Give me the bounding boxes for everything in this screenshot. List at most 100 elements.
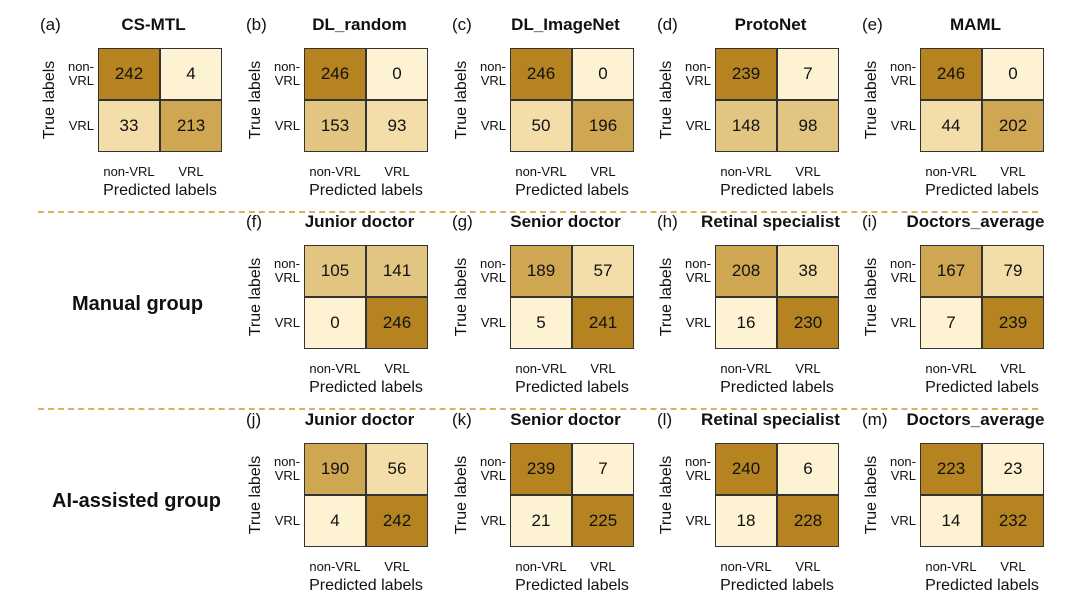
row-label-vrl: VRL [890,118,916,133]
section-divider-top [38,211,1038,213]
y-axis-label: True labels [658,455,675,535]
x-axis-label: Predicted labels [720,182,834,199]
y-axis-label: True labels [41,60,58,140]
panel-title: CS-MTL [121,15,186,34]
row-label-line: non- [889,256,916,271]
col-label-vrl: VRL [384,559,410,574]
x-axis-label: Predicted labels [720,577,834,594]
matrix-cell: 23 [982,443,1044,495]
col-label-vrl: VRL [590,164,616,179]
x-axis-label: Predicted labels [925,379,1039,396]
confusion-matrix-panel: (m) Doctors_average True labels non- VRL VRL 2… [862,410,1067,606]
matrix-cell: 38 [777,245,839,297]
row-label-line: non- [67,59,94,74]
row-label-non-vrl: non- VRL [266,60,300,88]
col-label-vrl: VRL [384,164,410,179]
matrix-cell: 148 [715,100,777,152]
col-label-vrl: VRL [795,361,821,376]
row-label-line: VRL [274,73,300,88]
panel-title: Junior doctor [304,410,415,429]
confusion-matrix-panel: (f) Junior doctor True labels non- VRL VRL 105… [246,212,451,408]
matrix-cell: 239 [510,443,572,495]
y-axis-label: True labels [247,455,264,535]
panel-title: Junior doctor [304,212,415,231]
y-axis-label: True labels [247,60,264,140]
y-axis-label: True labels [863,257,880,337]
panel-letter: (c) [452,15,472,34]
confusion-matrix-panel: (b) DL_random True labels non- VRL VRL 246 0 153… [246,15,451,211]
confusion-matrix-panel: (j) Junior doctor True labels non- VRL VRL 190… [246,410,451,606]
row-label-vrl: VRL [480,118,506,133]
row-label-vrl: VRL [890,315,916,330]
x-axis-label: Predicted labels [103,182,217,199]
x-axis-label: Predicted labels [720,379,834,396]
row-label-line: VRL [890,468,916,483]
row-label-non-vrl: non- VRL [472,60,506,88]
matrix-cell: 44 [920,100,982,152]
col-label-non-vrl: non-VRL [515,559,567,574]
col-label-non-vrl: non-VRL [515,164,567,179]
row-label-non-vrl: non- VRL [677,60,711,88]
panel-letter: (b) [246,15,267,34]
matrix-cell: 4 [304,495,366,547]
col-label-non-vrl: non-VRL [720,361,772,376]
row-label-line: non- [273,59,300,74]
y-axis-label: True labels [453,257,470,337]
confusion-matrix-panel: (h) Retinal specialist True labels non- VRL V… [657,212,862,408]
row-label-line: VRL [68,73,94,88]
col-label-non-vrl: non-VRL [309,361,361,376]
matrix-cell: 18 [715,495,777,547]
row-label-line: non- [273,454,300,469]
matrix-cell: 223 [920,443,982,495]
row-label-line: non- [479,59,506,74]
matrix-cell: 246 [510,48,572,100]
matrix-cell: 141 [366,245,428,297]
row-label-line: non- [684,256,711,271]
panel-letter: (l) [657,410,673,429]
row-label-line: VRL [685,270,711,285]
col-label-vrl: VRL [795,559,821,574]
col-label-vrl: VRL [384,361,410,376]
panel-letter: (k) [452,410,472,429]
col-label-non-vrl: non-VRL [309,559,361,574]
panel-title: Retinal specialist [701,212,840,231]
y-axis-label: True labels [658,257,675,337]
matrix-cell: 190 [304,443,366,495]
y-axis-label: True labels [247,257,264,337]
row-label-vrl: VRL [68,118,94,133]
panel-title: ProtoNet [734,15,807,34]
row-label-non-vrl: non- VRL [60,60,94,88]
x-axis-label: Predicted labels [925,182,1039,199]
panel-letter: (a) [40,15,61,34]
matrix-cell: 242 [366,495,428,547]
row-label-line: non- [479,454,506,469]
matrix-cell: 14 [920,495,982,547]
row-label-line: non- [889,59,916,74]
panel-title: DL_random [312,15,407,34]
row-label-vrl: VRL [480,315,506,330]
matrix-cell: 246 [304,48,366,100]
section-divider-bottom [38,408,1038,410]
matrix-cell: 196 [572,100,634,152]
matrix-cell: 153 [304,100,366,152]
matrix-cell: 0 [572,48,634,100]
matrix-cell: 50 [510,100,572,152]
confusion-matrix-panel: (a) CS-MTL True labels non- VRL VRL 242 4 33 213 n… [40,15,245,211]
matrix-cell: 93 [366,100,428,152]
panel-title: Doctors_average [906,410,1045,429]
panel-title: Retinal specialist [701,410,840,429]
confusion-matrix-panel: (d) ProtoNet True labels non- VRL VRL 239 7 148 9… [657,15,862,211]
col-label-non-vrl: non-VRL [925,559,977,574]
matrix-cell: 246 [366,297,428,349]
col-label-non-vrl: non-VRL [925,361,977,376]
y-axis-label: True labels [453,455,470,535]
x-axis-label: Predicted labels [309,182,423,199]
col-label-non-vrl: non-VRL [103,164,155,179]
row-label-line: non- [684,59,711,74]
row-label-vrl: VRL [890,513,916,528]
matrix-cell: 225 [572,495,634,547]
matrix-cell: 7 [572,443,634,495]
row-label-line: non- [273,256,300,271]
confusion-matrix-panel: (i) Doctors_average True labels non- VRL VRL 1… [862,212,1067,408]
row-label-line: non- [889,454,916,469]
